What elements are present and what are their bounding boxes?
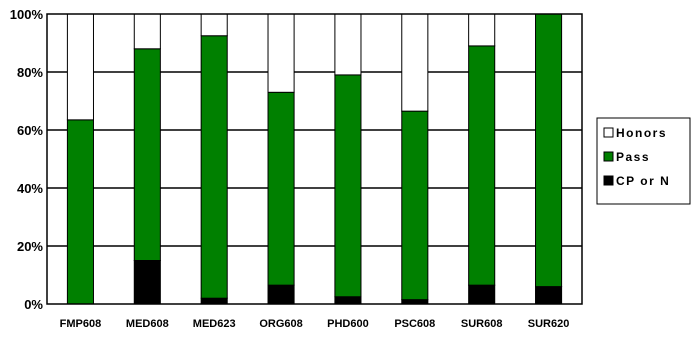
bar-segment-honors <box>66 13 94 121</box>
plot-area-frame <box>46 13 583 305</box>
x-category-label: MED623 <box>193 318 236 330</box>
legend-swatch-cp-or-n <box>603 175 614 186</box>
legend-label: Honors <box>616 126 667 140</box>
bar-segment-honors <box>267 13 295 93</box>
bar-segment-honors <box>133 13 161 50</box>
x-category-label: ORG608 <box>259 318 302 330</box>
x-category-label: PHD600 <box>327 318 369 330</box>
y-tick-label: 20% <box>17 239 43 254</box>
bar-segment-cp-or-n <box>267 284 295 305</box>
x-category-label: MED608 <box>126 318 169 330</box>
x-category-label: SUR620 <box>528 318 570 330</box>
bar-segment-cp-or-n <box>200 297 228 305</box>
bar-segment-pass <box>468 45 496 286</box>
x-category-label: FMP608 <box>60 318 102 330</box>
x-category-label: PSC608 <box>394 318 435 330</box>
y-tick-label: 0% <box>24 297 43 312</box>
bar-segment-pass <box>334 74 362 298</box>
y-tick-label: 80% <box>17 65 43 80</box>
x-category-label: SUR608 <box>461 318 503 330</box>
bar-segment-pass <box>200 35 228 299</box>
legend-label: Pass <box>616 150 650 164</box>
grid-lines <box>47 71 582 247</box>
legend: Honors Pass CP or N <box>596 117 691 205</box>
y-tick-label: 40% <box>17 181 43 196</box>
bar-segment-pass <box>267 91 295 286</box>
bar-segment-pass <box>133 48 161 261</box>
bar-segment-cp-or-n <box>468 284 496 305</box>
bar-segment-honors <box>200 13 228 37</box>
y-tick-label: 60% <box>17 123 43 138</box>
bar-segment-cp-or-n <box>334 296 362 305</box>
bars <box>66 13 563 305</box>
bar-segment-cp-or-n <box>535 286 563 305</box>
legend-swatch-pass <box>603 151 614 162</box>
bar-segment-pass <box>401 110 429 301</box>
x-axis-category-labels: FMP608 MED608 MED623 ORG608 PHD600 PSC608 SUR6… <box>60 318 570 330</box>
bar-segment-pass <box>66 119 94 305</box>
y-axis-tick-labels: 0% 20% 40% 60% 80% 100% <box>10 7 44 312</box>
bar-segment-pass <box>535 13 563 288</box>
bar-segment-cp-or-n <box>133 260 161 305</box>
legend-swatch-honors <box>603 127 614 138</box>
y-tick-label: 100% <box>10 7 44 22</box>
legend-label: CP or N <box>616 174 670 188</box>
bar-segment-honors <box>401 13 429 112</box>
bar-segment-honors <box>468 13 496 47</box>
bar-segment-honors <box>334 13 362 76</box>
